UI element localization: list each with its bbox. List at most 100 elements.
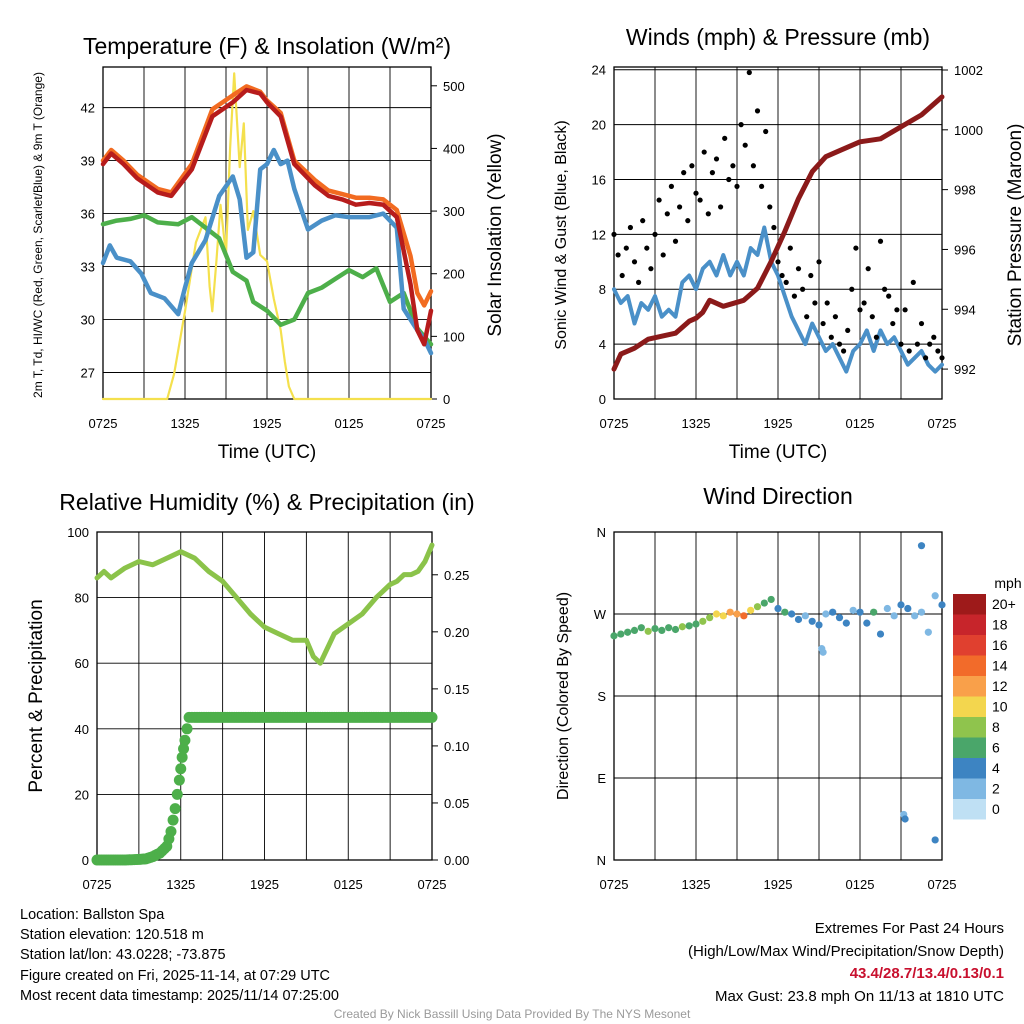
gust-point (660, 252, 666, 258)
direction-point (719, 612, 727, 620)
gust-point (738, 122, 744, 128)
series-relative-humidity (94, 542, 435, 666)
direction-point (733, 610, 741, 618)
gust-point (685, 218, 691, 224)
wind-ytick-label: 0 (599, 392, 606, 407)
temp-y2tick-label: 400 (443, 141, 465, 156)
rh-xtick-label: 0725 (418, 877, 447, 892)
gust-point (730, 163, 736, 169)
gust-point (808, 272, 814, 279)
direction-point (801, 612, 809, 620)
extremes-title: Extremes For Past 24 Hours (814, 920, 1004, 937)
direction-point (819, 648, 827, 656)
temp-y2tick-label: 200 (443, 267, 465, 282)
legend-label: 8 (992, 719, 1000, 735)
gust-point (672, 238, 679, 244)
direction-point (911, 612, 919, 620)
gust-point (722, 135, 728, 141)
legend-swatch (953, 799, 986, 820)
station-info: Location: Ballston Spa Station elevation… (20, 905, 339, 1006)
legend-label: 4 (992, 760, 1000, 776)
direction-point (712, 610, 721, 618)
temp-y2tick-label: 500 (443, 79, 465, 94)
rh-xtick-label: 1325 (166, 877, 195, 892)
gust-point (783, 279, 789, 285)
wind-direction-panel: Wind Direction 0725 1325 1925 0125 0725 N E S W N… (555, 483, 1022, 892)
direction-point (904, 604, 912, 613)
legend-title: mph (994, 575, 1021, 591)
rh-ytick-label: 40 (75, 722, 89, 737)
wind-direction-ylabel: Direction (Colored By Speed) (555, 592, 572, 800)
humidity-plot-area: 0725 1325 1925 0125 0725 0 20 40 60 80 100 0.00 0.05… (67, 525, 469, 892)
gust-point (816, 259, 822, 265)
precip-point (165, 825, 177, 837)
rh-ytick-label: 0 (82, 853, 89, 868)
winds-ylabel: Sonic Wind & Gust (Blue, Black) (553, 120, 570, 349)
rh-ytick-label: 60 (75, 656, 89, 671)
legend-label: 0 (992, 801, 1000, 817)
gust-point (910, 279, 916, 285)
gust-point (800, 286, 806, 292)
precip-point (175, 763, 187, 775)
direction-point (747, 606, 755, 614)
direction-point (890, 612, 898, 620)
winds-title: Winds (mph) & Pressure (mb) (626, 24, 930, 50)
direction-point (726, 608, 734, 616)
series-hi-wc (100, 147, 434, 356)
temp-frame (102, 66, 432, 400)
gust-point (836, 341, 843, 347)
legend-label: 2 (992, 781, 1000, 797)
legend-swatch (953, 614, 986, 635)
direction-point (931, 836, 939, 844)
gust-point (849, 286, 855, 292)
wind-ytick-label: 16 (592, 172, 606, 187)
precip-point (179, 734, 191, 746)
gust-point (705, 211, 711, 217)
gust-point (828, 334, 834, 340)
dir-xtick-label: 0125 (846, 877, 875, 892)
gust-point (832, 314, 839, 320)
legend-swatch (953, 594, 986, 615)
gust-point (877, 238, 884, 244)
rh-y2tick-label: 0.00 (444, 853, 469, 868)
gust-point (623, 245, 629, 251)
winds-plot-area: 0725 1325 1925 0125 0725 0 4 8 12 16 20 24 992 994 996… (592, 63, 983, 431)
recent-timestamp: Most recent data timestamp: 2025/11/14 0… (20, 987, 339, 1004)
temp-y2tick-label: 300 (443, 204, 465, 219)
rh-xtick-label: 0725 (83, 877, 112, 892)
legend-swatch (953, 758, 986, 779)
gust-point (759, 183, 765, 189)
gust-point (709, 170, 716, 176)
humidity-panel: Relative Humidity (%) & Precipitation (i… (26, 489, 475, 892)
direction-point (901, 815, 909, 823)
direction-point (938, 601, 946, 609)
gust-point (750, 163, 757, 169)
direction-point (808, 617, 816, 625)
gust-point (644, 245, 650, 251)
dir-xtick-label: 1325 (682, 877, 711, 892)
legend-label: 10 (992, 699, 1008, 715)
direction-point (774, 604, 782, 613)
max-gust: Max Gust: 23.8 mph On 11/13 at 1810 UTC (714, 987, 1004, 1005)
temperature-panel: Temperature (F) & Insolation (W/m²) 0725… (31, 33, 506, 463)
gust-point (906, 348, 912, 354)
direction-point (931, 592, 939, 600)
wind-y2tick-label: 998 (954, 183, 976, 198)
temp-ytick-label: 27 (81, 366, 95, 381)
rh-y2tick-label: 0.25 (444, 568, 469, 583)
extremes-values: 43.4/28.7/13.4/0.13/0.1 (849, 965, 1004, 982)
wind-xtick-label: 0125 (846, 416, 875, 431)
temp-ytick-label: 42 (81, 101, 95, 116)
direction-point (671, 625, 680, 634)
wind-xtick-label: 1325 (682, 416, 711, 431)
direction-point (740, 612, 748, 620)
direction-point (753, 603, 762, 611)
wind-ytick-label: 24 (592, 63, 606, 78)
direction-point (760, 599, 768, 607)
wind-ytick-label: 20 (592, 118, 606, 133)
series-9m-t (100, 84, 434, 308)
rh-ytick-label: 100 (67, 525, 89, 540)
speed-legend: mph 20+ 18 16 14 12 10 8 6 4 2 0 (953, 575, 1022, 820)
gust-point (890, 320, 896, 327)
direction-point (658, 626, 666, 635)
